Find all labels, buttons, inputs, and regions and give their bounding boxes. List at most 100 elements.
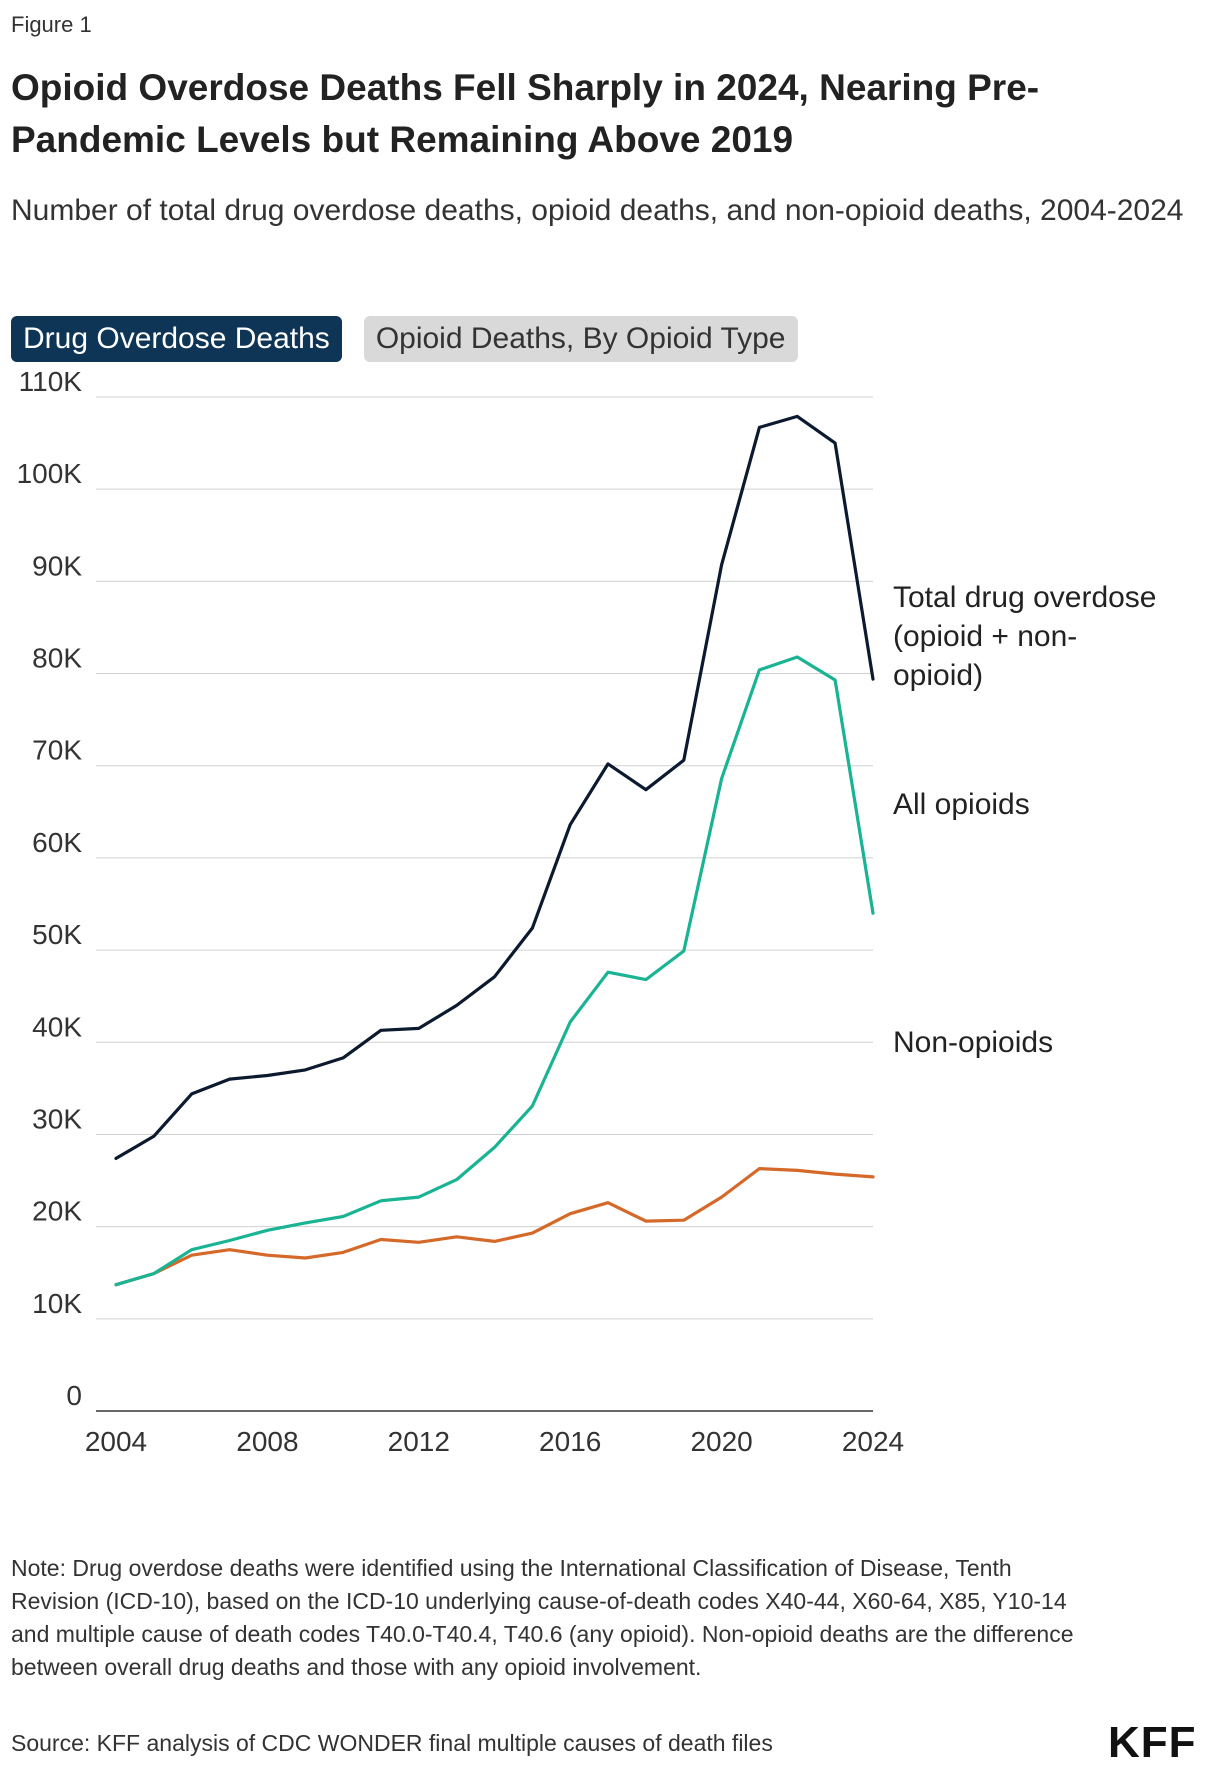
data-point	[151, 1134, 156, 1139]
data-point	[643, 977, 648, 982]
data-point	[681, 949, 686, 954]
data-point	[265, 1253, 270, 1258]
data-point	[454, 1003, 459, 1008]
series-label-line: opioid)	[893, 659, 983, 692]
chart-title: Opioid Overdose Deaths Fell Sharply in 2…	[11, 67, 1040, 160]
data-point	[530, 925, 535, 930]
data-point	[265, 1073, 270, 1078]
series-label-line: Total drug overdose	[893, 581, 1157, 614]
data-point	[795, 1168, 800, 1173]
chart-source: Source: KFF analysis of CDC WONDER final…	[11, 1730, 773, 1756]
data-point	[757, 425, 762, 430]
series-line-2	[114, 1167, 875, 1287]
data-point	[303, 1067, 308, 1072]
data-point	[871, 677, 876, 682]
series-label: All opioids	[893, 788, 1030, 821]
data-point	[833, 1172, 838, 1177]
x-axis-ticks: 2004 2008 2012 2016 2020 2024	[85, 1426, 904, 1457]
series-labels: Total drug overdose (opioid + non-opioid)…	[893, 581, 1157, 1059]
data-point	[378, 1198, 383, 1203]
series-line-1	[114, 655, 875, 1287]
y-axis-ticks: 0 10K 20K 30K 40K 50K 60K 70K 80K 90K 100K 110K	[17, 370, 83, 1411]
data-point	[719, 562, 724, 567]
data-point	[606, 970, 611, 975]
data-point	[454, 1234, 459, 1239]
y-tick-label: 60K	[32, 827, 82, 858]
y-tick-label: 50K	[32, 919, 82, 950]
data-point	[189, 1247, 194, 1252]
data-point	[606, 761, 611, 766]
data-point	[189, 1253, 194, 1258]
data-point	[227, 1238, 232, 1243]
y-tick-label: 90K	[32, 550, 82, 581]
y-tick-label: 100K	[17, 458, 83, 489]
data-point	[530, 1231, 535, 1236]
series-label: Non-opioids	[893, 1026, 1053, 1059]
data-point	[378, 1237, 383, 1242]
x-tick-label: 2012	[388, 1426, 450, 1457]
chart-subtitle: Number of total drug overdose deaths, op…	[11, 194, 1184, 227]
data-point	[795, 654, 800, 659]
data-point	[871, 1174, 876, 1179]
data-point	[341, 1055, 346, 1060]
data-point	[303, 1255, 308, 1260]
series-line-0	[114, 414, 875, 1160]
y-tick-label: 30K	[32, 1103, 82, 1134]
series-label-line: (opioid + non-	[893, 620, 1077, 653]
data-point	[114, 1156, 119, 1161]
data-point	[833, 677, 838, 682]
data-point	[871, 911, 876, 916]
data-point	[378, 1028, 383, 1033]
data-point	[643, 1219, 648, 1224]
y-tick-label: 0	[66, 1380, 82, 1411]
line-chart: 0 10K 20K 30K 40K 50K 60K 70K 80K 90K 100K 110K 200…	[17, 370, 1157, 1457]
y-tick-label: 10K	[32, 1288, 82, 1319]
data-point	[530, 1103, 535, 1108]
data-point	[568, 1211, 573, 1216]
chart-tabs: Drug Overdose Deaths Opioid Deaths, By O…	[11, 316, 798, 362]
data-point	[795, 414, 800, 419]
data-point	[151, 1271, 156, 1276]
x-tick-label: 2016	[539, 1426, 601, 1457]
x-tick-label: 2020	[690, 1426, 752, 1457]
data-point	[303, 1220, 308, 1225]
data-point	[492, 1145, 497, 1150]
y-tick-label: 80K	[32, 643, 82, 674]
data-point	[833, 441, 838, 446]
tab-opioid-deaths-by-type[interactable]: Opioid Deaths, By Opioid Type	[363, 316, 798, 362]
series-label-line: Non-opioids	[893, 1026, 1053, 1059]
x-tick-label: 2008	[236, 1426, 298, 1457]
tab-drug-overdose-deaths[interactable]: Drug Overdose Deaths	[11, 316, 342, 362]
kff-logo: KFF	[1108, 1718, 1197, 1767]
y-tick-label: 70K	[32, 735, 82, 766]
data-point	[227, 1247, 232, 1252]
data-point	[568, 1019, 573, 1024]
data-point	[114, 1282, 119, 1287]
data-point	[416, 1195, 421, 1200]
data-point	[719, 776, 724, 781]
data-point	[606, 1200, 611, 1205]
figure-label: Figure 1	[11, 12, 92, 37]
series-lines	[114, 414, 876, 1287]
data-point	[454, 1177, 459, 1182]
x-tick-label: 2004	[85, 1426, 147, 1457]
chart-note: Note: Drug overdose deaths were identifi…	[11, 1555, 1074, 1680]
data-point	[492, 1239, 497, 1244]
grid-lines	[96, 396, 873, 1412]
data-point	[341, 1250, 346, 1255]
y-tick-label: 40K	[32, 1011, 82, 1042]
data-point	[189, 1091, 194, 1096]
data-point	[416, 1240, 421, 1245]
series-label: Total drug overdose (opioid + non-opioid)	[893, 581, 1157, 692]
data-point	[568, 822, 573, 827]
data-point	[227, 1077, 232, 1082]
y-tick-label: 20K	[32, 1196, 82, 1227]
data-point	[341, 1214, 346, 1219]
data-point	[681, 1218, 686, 1223]
y-tick-label: 110K	[19, 370, 83, 397]
data-point	[757, 667, 762, 672]
data-point	[681, 758, 686, 763]
x-tick-label: 2024	[842, 1426, 904, 1457]
data-point	[757, 1166, 762, 1171]
data-point	[265, 1228, 270, 1233]
